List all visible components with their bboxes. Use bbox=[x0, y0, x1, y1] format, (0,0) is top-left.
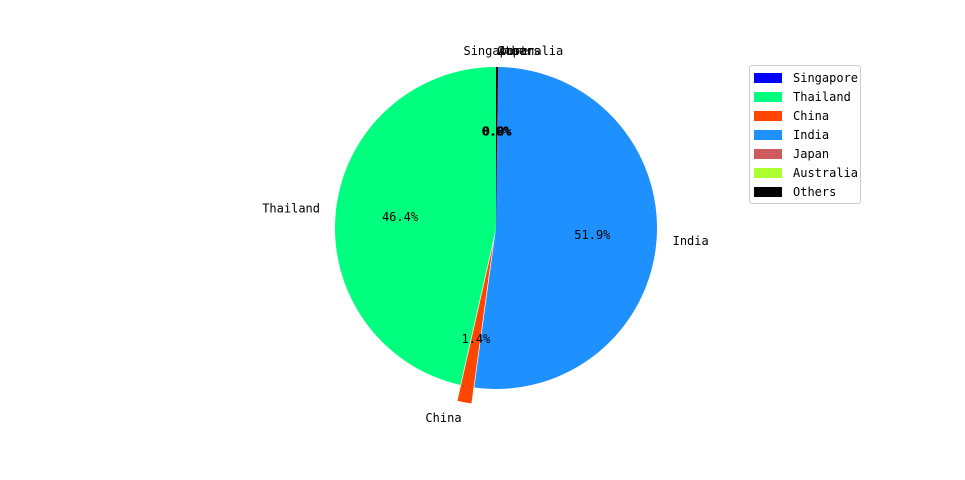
slice-label-japan: Japan bbox=[498, 44, 534, 58]
chart-legend: Singapore Thailand China India Japan Australi… bbox=[749, 65, 861, 204]
legend-label-others: Others bbox=[793, 184, 837, 199]
pie-slice-china bbox=[457, 243, 494, 404]
legend-item-others: Others bbox=[750, 182, 860, 201]
slice-label-thailand: Thailand bbox=[262, 201, 320, 215]
legend-swatch-china bbox=[754, 110, 782, 121]
legend-swatch-japan bbox=[754, 148, 782, 159]
slice-label-singapore: Singapore bbox=[463, 44, 528, 58]
legend-swatch-others bbox=[754, 186, 782, 197]
legend-item-china: China bbox=[750, 106, 860, 125]
percent-label-australia: 0.0% bbox=[483, 124, 513, 138]
legend-swatch-australia bbox=[754, 167, 782, 178]
legend-item-australia: Australia bbox=[750, 163, 860, 182]
percent-label-china: 1.4% bbox=[461, 332, 491, 346]
legend-swatch-singapore bbox=[754, 72, 782, 83]
slice-label-others: Others bbox=[497, 44, 540, 58]
slice-label-australia: Australia bbox=[498, 44, 563, 58]
slices-layer bbox=[334, 67, 657, 404]
legend-label-china: China bbox=[793, 108, 830, 123]
legend-swatch-india bbox=[754, 129, 782, 140]
legend-label-singapore: Singapore bbox=[793, 70, 859, 85]
percent-label-others: 0.2% bbox=[482, 124, 512, 138]
legend-label-thailand: Thailand bbox=[793, 89, 851, 104]
pie-slice-thailand bbox=[334, 67, 496, 386]
legend-label-australia: Australia bbox=[793, 165, 859, 180]
legend-item-japan: Japan bbox=[750, 144, 860, 163]
slice-label-china: China bbox=[425, 411, 461, 425]
percent-label-singapore: 0.0% bbox=[482, 124, 512, 138]
percent-label-thailand: 46.4% bbox=[382, 210, 419, 224]
legend-label-japan: Japan bbox=[793, 146, 830, 161]
percent-label-india: 51.9% bbox=[574, 228, 611, 242]
percent-labels-layer: 0.0%46.4%1.4%51.9%0.0%0.0%0.2% bbox=[382, 124, 611, 345]
pie-slice-india bbox=[474, 67, 657, 390]
category-labels-layer: Singapore Thailand China India JapanAustrali… bbox=[262, 44, 709, 425]
slice-label-india: India bbox=[673, 234, 709, 248]
legend-label-india: India bbox=[793, 127, 830, 142]
pie-slice-others bbox=[496, 67, 499, 228]
legend-item-india: India bbox=[750, 125, 860, 144]
percent-label-japan: 0.0% bbox=[483, 124, 513, 138]
legend-item-thailand: Thailand bbox=[750, 87, 860, 106]
legend-swatch-thailand bbox=[754, 91, 782, 102]
legend-item-singapore: Singapore bbox=[750, 68, 860, 87]
